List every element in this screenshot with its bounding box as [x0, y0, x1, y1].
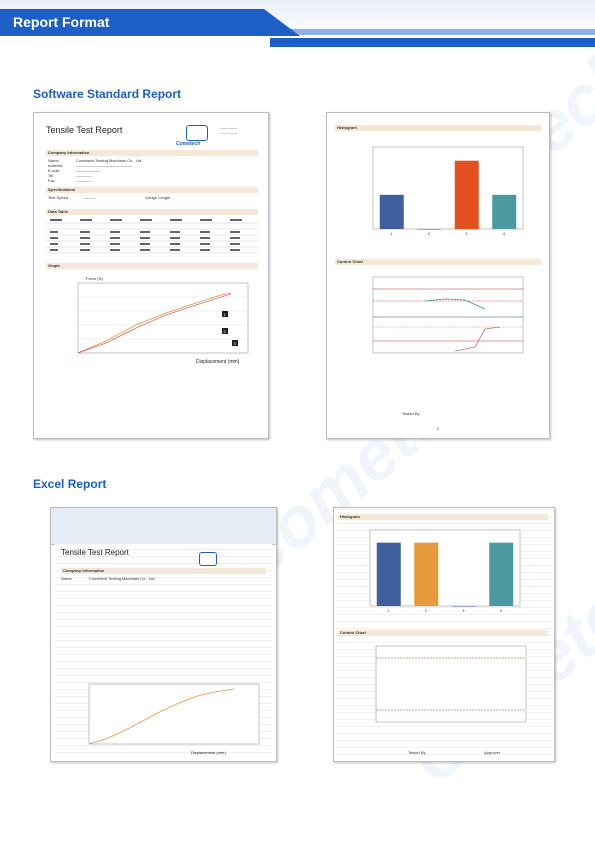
histogram-tick-label: 2: [425, 608, 428, 613]
histogram-tick-label: 4: [500, 608, 503, 613]
page-header: Report Format: [0, 0, 595, 47]
force-displacement-graph: Force (N) 1 2 3 Displacement (mm): [77, 276, 249, 365]
excel-disp-label: Displacement (mm): [191, 750, 226, 755]
histogram-tick-label: 1: [390, 231, 393, 236]
excel-company-info: Name Cometech Testing Machines Co., Ltd.: [61, 576, 156, 581]
report-title: Tensile Test Report: [46, 125, 123, 135]
excel-approver: Approver: [484, 750, 501, 755]
logo-icon: [186, 125, 208, 141]
page-title: Report Format: [13, 14, 110, 30]
section-title-excel: Excel Report: [33, 477, 107, 491]
header-stripe: [270, 38, 595, 47]
excel-tested-by: Tested By: [408, 750, 426, 755]
excel-force-graph: Displacement (mm): [88, 683, 260, 755]
logo-text: Cometech: [176, 141, 201, 147]
excel-histogram-chart: 1 2 3 4: [369, 529, 521, 613]
histogram-bar: [492, 194, 517, 229]
software-report-page-2: Histogram 1 2 3 4 Control Chart Tested By 2: [326, 112, 550, 439]
logo-icon: [199, 552, 217, 566]
company-info-block: Name Cometech Testing Machines Co., Ltd. …: [48, 158, 143, 183]
excel-report-title: Tensile Test Report: [61, 548, 129, 557]
excel-report-window-1: Tensile Test Report Company Information …: [50, 507, 277, 762]
excel-company-band: Company Information: [61, 568, 266, 574]
histogram-bar: [489, 542, 514, 606]
histogram-bar: [379, 194, 404, 229]
excel-control-band: Control Chart: [338, 630, 548, 636]
page-number: 2: [437, 426, 440, 431]
spec-block: Test Speed ——— Gauge Length: [48, 195, 171, 200]
tested-by: Tested By: [402, 411, 420, 416]
histogram-tick-label: 4: [503, 231, 506, 236]
report-date: —— —— —— ——: [220, 125, 238, 135]
marker-2: 2: [224, 329, 227, 334]
disp-axis-label: Displacement (mm): [196, 359, 240, 365]
marker-1: 1: [224, 312, 227, 317]
header-stripe-light: [230, 29, 595, 35]
software-report-page-1: Tensile Test Report Cometech —— —— —— —— …: [33, 112, 269, 439]
header-title-bar: [0, 9, 300, 36]
control-chart-band: Control Chart: [335, 259, 541, 265]
force-curve: [88, 688, 235, 745]
histogram-bar: [376, 542, 401, 606]
graph-band: Graph: [46, 263, 258, 269]
specifications-band: Specifications: [46, 187, 258, 193]
excel-report-window-2: Histogram 1 2 3 4 Control Chart Tested By A…: [333, 507, 555, 762]
section-title-software: Software Standard Report: [33, 87, 182, 101]
force-axis-label: Force (N): [86, 276, 104, 281]
histogram-tick-label: 1: [387, 608, 390, 613]
excel-histogram-band: Histogram: [338, 514, 548, 520]
company-info-band: Company Information: [46, 150, 258, 156]
histogram-bar: [454, 160, 479, 229]
histogram-tick-label: 2: [428, 231, 431, 236]
histogram-bar: [417, 229, 442, 230]
excel-ribbon: [51, 508, 276, 545]
histogram-tick-label: 3: [465, 231, 468, 236]
histogram-bar: [451, 606, 476, 607]
data-table-band: Data Table: [46, 209, 258, 215]
histogram-tick-label: 3: [462, 608, 465, 613]
marker-3: 3: [234, 341, 237, 346]
histogram-bar: [414, 542, 439, 606]
control-chart: [372, 276, 524, 354]
histogram-chart: 1 2 3 4: [372, 146, 524, 236]
excel-control-chart: [375, 645, 527, 723]
histogram-band: Histogram: [335, 125, 541, 131]
data-table: [46, 219, 258, 254]
